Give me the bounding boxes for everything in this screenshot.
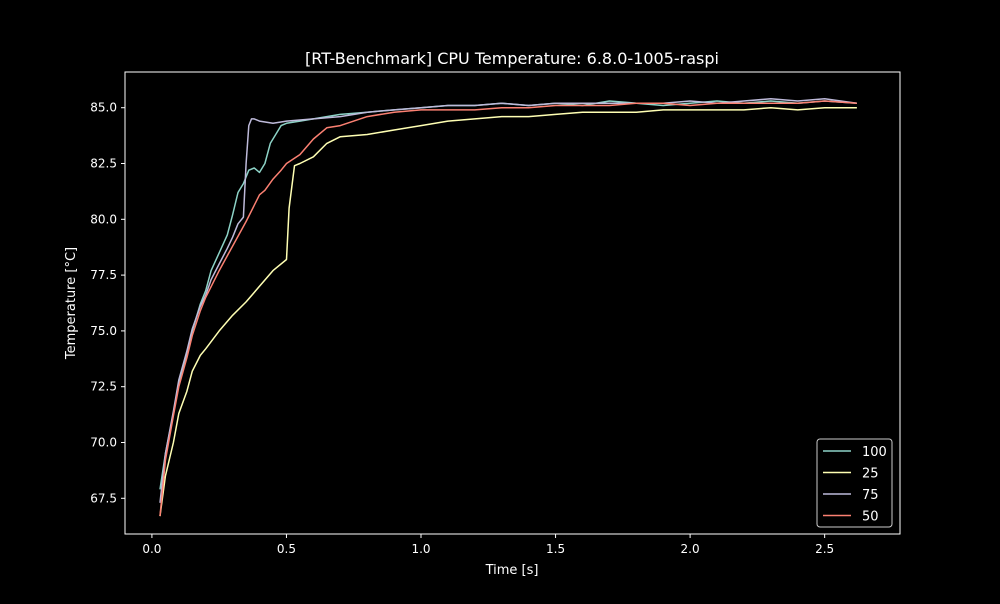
y-axis: 67.5 70.0 72.5 75.0 77.5 80.0 82.5 85.0 [90,101,125,505]
x-axis-label: Time [s] [485,563,539,578]
series-line-50 [159,100,857,517]
y-tick-label: 77.5 [90,268,117,282]
x-tick-label: 0.5 [277,542,296,556]
x-axis: 0.0 0.5 1.0 1.5 2.0 2.5 [142,534,834,556]
y-tick-label: 75.0 [90,324,117,338]
x-tick-label: 0.0 [142,542,161,556]
y-tick-label: 72.5 [90,380,117,394]
legend-label: 50 [862,510,879,525]
legend: 100 25 75 50 [816,438,893,528]
legend-label: 75 [862,488,879,503]
x-tick-label: 2.5 [815,542,834,556]
x-tick-label: 1.0 [411,542,430,556]
y-tick-label: 85.0 [90,101,117,115]
y-tick-label: 80.0 [90,212,117,226]
y-tick-label: 82.5 [90,157,117,171]
chart-title: [RT-Benchmark] CPU Temperature: 6.8.0-10… [305,49,719,68]
legend-label: 100 [862,445,887,460]
legend-label: 25 [862,467,879,482]
axes-frame [124,71,901,535]
series-line-100 [159,100,857,490]
series-line-25 [159,106,857,517]
x-tick-label: 2.0 [681,542,700,556]
x-tick-label: 1.5 [546,542,565,556]
legend-box [816,438,893,528]
y-axis-label: Temperature [°C] [64,247,79,360]
y-tick-label: 70.0 [90,435,117,449]
plot-area [159,98,858,517]
y-tick-label: 67.5 [90,491,117,505]
